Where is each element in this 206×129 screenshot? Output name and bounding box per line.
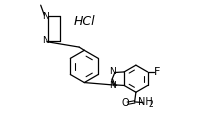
Text: O: O — [122, 98, 129, 108]
Text: N: N — [109, 67, 116, 76]
Text: N: N — [42, 12, 49, 21]
Text: N: N — [109, 81, 116, 90]
Text: F: F — [154, 67, 160, 77]
Text: N: N — [42, 36, 49, 45]
Text: 2: 2 — [148, 100, 153, 109]
Text: HCl: HCl — [74, 15, 96, 28]
Text: NH: NH — [138, 97, 153, 107]
